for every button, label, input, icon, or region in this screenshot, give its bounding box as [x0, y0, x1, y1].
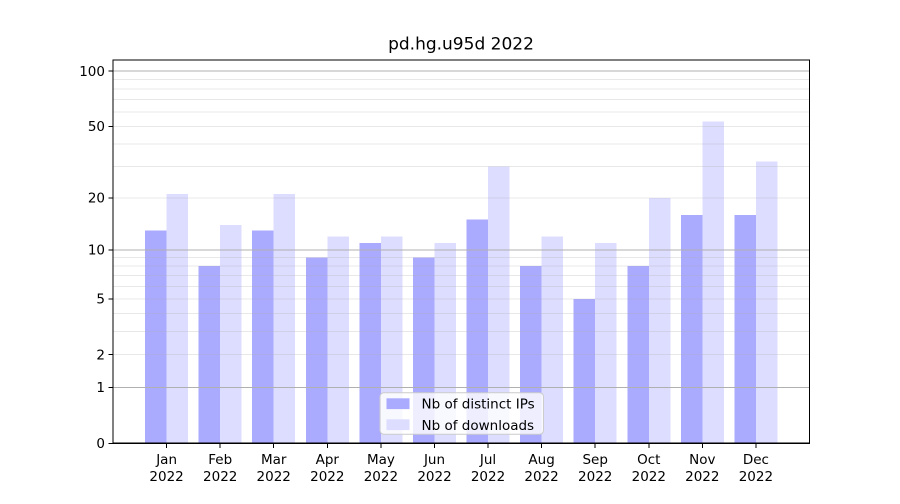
bar	[198, 266, 221, 444]
bar	[359, 242, 381, 444]
y-tick-label: 5	[96, 292, 105, 308]
plot-frame	[112, 59, 811, 444]
legend-label-downloads: Nb of downloads	[422, 418, 535, 434]
y-tick-label: 50	[88, 119, 105, 135]
legend-label-distinct-ips: Nb of distinct IPs	[422, 397, 535, 413]
y-tick-label: 100	[79, 64, 105, 80]
bar	[380, 236, 403, 444]
x-tick-label: Mar 2022	[257, 452, 291, 485]
bar	[627, 266, 649, 444]
bar	[327, 236, 349, 444]
y-tick-label: 0	[96, 436, 105, 452]
x-tick-label: Apr 2022	[310, 452, 344, 485]
x-tick-label: Jul 2022	[471, 452, 505, 485]
x-tick-label: Feb 2022	[203, 452, 237, 485]
bar	[488, 166, 510, 444]
bar	[680, 214, 703, 444]
bar	[541, 236, 564, 444]
y-tick-label: 10	[88, 243, 105, 259]
bar	[648, 197, 671, 444]
bar	[145, 230, 167, 444]
bar	[220, 224, 242, 444]
bar	[273, 194, 296, 444]
bar	[166, 194, 189, 444]
chart-title: pd.hg.u95d 2022	[388, 35, 534, 55]
x-tick-label: Sep 2022	[578, 452, 612, 485]
bar	[573, 298, 596, 444]
x-tick-label: Jun 2022	[417, 452, 451, 485]
legend: Nb of distinct IPs Nb of downloads	[379, 392, 544, 435]
bar	[252, 230, 274, 444]
x-tick-label: Dec 2022	[739, 452, 773, 485]
legend-swatch-downloads	[386, 419, 410, 431]
x-tick-label: Aug 2022	[524, 452, 558, 485]
legend-swatch-distinct-ips	[386, 398, 410, 410]
legend-box	[379, 392, 544, 435]
bar	[755, 161, 778, 444]
y-tick-label: 1	[96, 380, 105, 396]
grid-layer	[113, 70, 810, 388]
x-tick-label: Jan 2022	[149, 452, 183, 485]
bar	[702, 121, 724, 444]
y-tick-label: 20	[88, 191, 105, 207]
bar	[734, 214, 756, 444]
bar	[305, 257, 328, 444]
bar	[595, 242, 617, 444]
x-tick-label: May 2022	[364, 452, 398, 485]
x-tick-label: Nov 2022	[685, 452, 719, 485]
x-tick-label: Oct 2022	[632, 452, 666, 485]
y-tick-label: 2	[96, 348, 105, 364]
